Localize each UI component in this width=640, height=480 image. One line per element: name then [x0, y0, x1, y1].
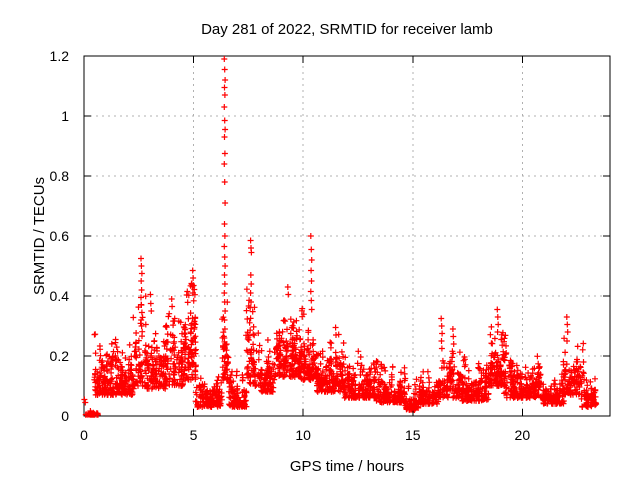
y-tick-label: 1 [61, 108, 69, 124]
x-axis-label: GPS time / hours [290, 458, 404, 475]
y-tick-label: 0.8 [50, 168, 70, 184]
y-tick-label: 1.2 [50, 48, 70, 64]
tick-label-layer: 0 5 10 15 20 0 0.2 0.4 0.6 0.8 1 1.2 [50, 48, 531, 443]
chart-title: Day 281 of 2022, SRMTID for receiver lam… [201, 21, 493, 38]
x-tick-label: 0 [80, 427, 88, 443]
x-tick-label: 5 [190, 427, 198, 443]
x-tick-label: 15 [405, 427, 421, 443]
y-tick-label: 0.6 [50, 228, 70, 244]
y-axis-label: SRMTID / TECUs [31, 177, 48, 295]
x-tick-label: 20 [515, 427, 531, 443]
x-tick-label: 10 [295, 427, 311, 443]
y-tick-label: 0.2 [50, 348, 70, 364]
data-points [81, 56, 600, 418]
y-tick-label: 0 [61, 408, 69, 424]
y-tick-label: 0.4 [50, 288, 70, 304]
